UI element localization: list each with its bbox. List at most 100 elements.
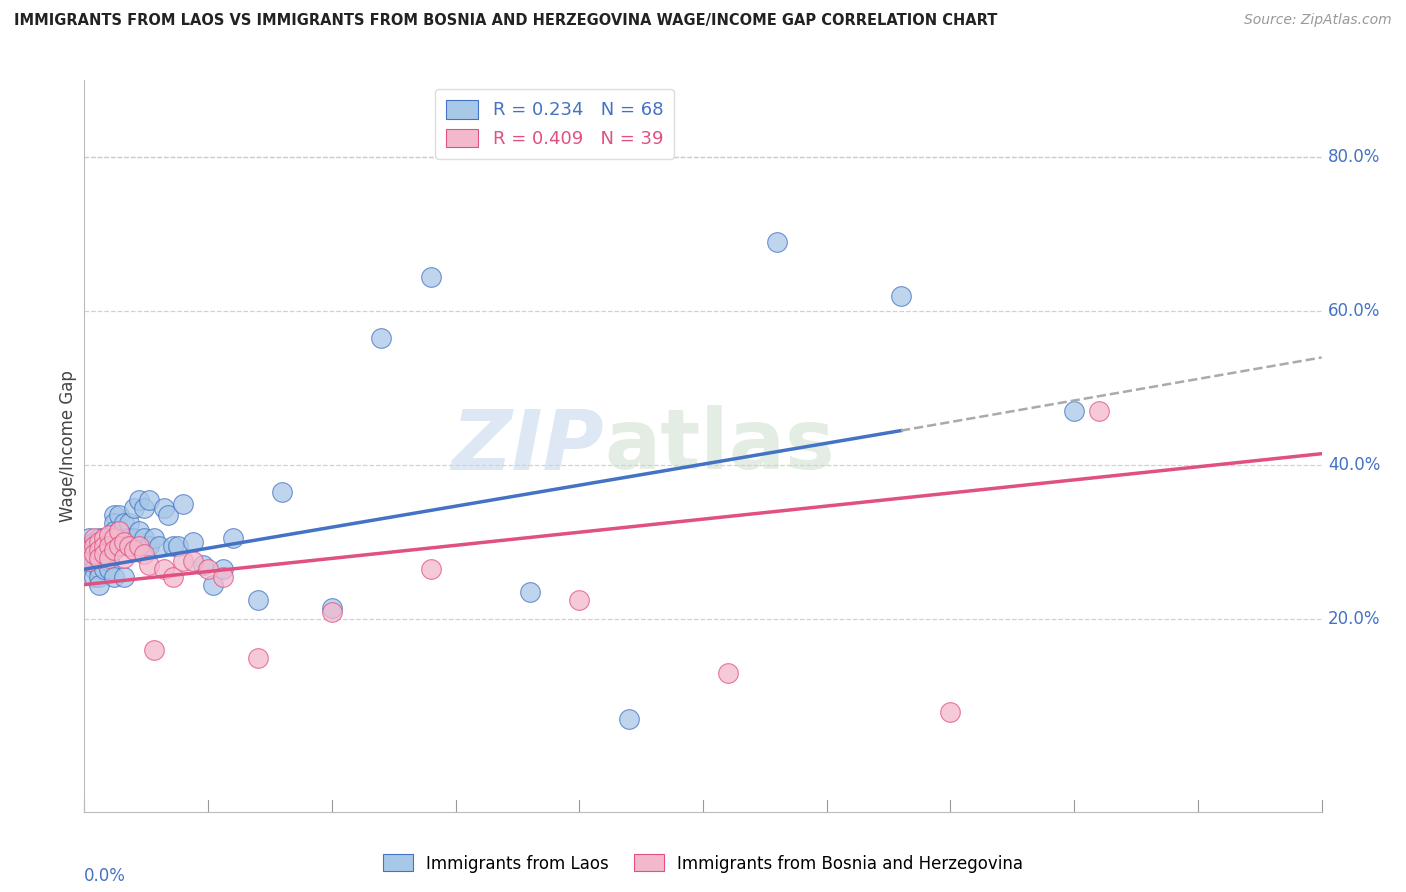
Point <box>122 543 145 558</box>
Point <box>181 554 204 568</box>
Legend: R = 0.234   N = 68, R = 0.409   N = 39: R = 0.234 N = 68, R = 0.409 N = 39 <box>434 89 673 159</box>
Point <box>98 527 121 541</box>
Point <box>83 539 105 553</box>
Point <box>89 543 111 558</box>
Point <box>197 562 219 576</box>
Point <box>202 577 225 591</box>
Point <box>103 532 125 546</box>
Point <box>79 532 101 546</box>
Point <box>108 508 131 523</box>
Point <box>138 558 160 573</box>
Point <box>93 532 115 546</box>
Point <box>152 562 174 576</box>
Point <box>172 497 194 511</box>
Point <box>103 516 125 530</box>
Point <box>138 539 160 553</box>
Point <box>419 562 441 576</box>
Point <box>112 570 135 584</box>
Point <box>93 547 115 561</box>
Point <box>83 570 105 584</box>
Point <box>112 550 135 565</box>
Point <box>89 562 111 576</box>
Point <box>142 532 165 546</box>
Point <box>103 508 125 523</box>
Point <box>79 554 101 568</box>
Point <box>108 539 131 553</box>
Point <box>138 492 160 507</box>
Point <box>152 500 174 515</box>
Point <box>103 570 125 584</box>
Point <box>212 562 235 576</box>
Point <box>98 550 121 565</box>
Point <box>246 593 269 607</box>
Point <box>172 554 194 568</box>
Point <box>93 532 115 546</box>
Point <box>766 235 789 249</box>
Text: 60.0%: 60.0% <box>1327 302 1381 320</box>
Point <box>108 524 131 538</box>
Point <box>181 535 204 549</box>
Point <box>148 539 170 553</box>
Point <box>98 539 121 553</box>
Point <box>103 524 125 538</box>
Point <box>370 331 392 345</box>
Point <box>98 532 121 546</box>
Point <box>112 516 135 530</box>
Point <box>157 508 180 523</box>
Point <box>89 570 111 584</box>
Point <box>321 600 343 615</box>
Point <box>939 705 962 719</box>
Text: 80.0%: 80.0% <box>1327 148 1381 166</box>
Point <box>79 539 101 553</box>
Point <box>419 269 441 284</box>
Point <box>212 570 235 584</box>
Point <box>112 535 135 549</box>
Point <box>142 643 165 657</box>
Point <box>89 577 111 591</box>
Point <box>321 605 343 619</box>
Text: IMMIGRANTS FROM LAOS VS IMMIGRANTS FROM BOSNIA AND HERZEGOVINA WAGE/INCOME GAP C: IMMIGRANTS FROM LAOS VS IMMIGRANTS FROM … <box>14 13 997 29</box>
Point <box>93 539 115 553</box>
Point <box>191 558 214 573</box>
Point <box>89 554 111 568</box>
Point <box>83 554 105 568</box>
Point <box>98 554 121 568</box>
Point <box>98 562 121 576</box>
Point <box>83 562 105 576</box>
Text: Source: ZipAtlas.com: Source: ZipAtlas.com <box>1244 13 1392 28</box>
Point <box>118 539 141 553</box>
Point <box>83 535 105 549</box>
Point <box>222 532 245 546</box>
Point <box>617 712 640 726</box>
Point <box>93 547 115 561</box>
Point <box>128 524 150 538</box>
Point <box>128 539 150 553</box>
Point <box>167 539 190 553</box>
Point <box>93 539 115 553</box>
Point <box>1088 404 1111 418</box>
Text: 0.0%: 0.0% <box>84 867 127 885</box>
Point <box>717 666 740 681</box>
Point <box>98 539 121 553</box>
Point <box>83 547 105 561</box>
Point <box>93 554 115 568</box>
Point <box>83 539 105 553</box>
Point <box>132 547 155 561</box>
Point <box>162 570 184 584</box>
Point <box>132 532 155 546</box>
Text: atlas: atlas <box>605 406 835 486</box>
Point <box>1063 404 1085 418</box>
Point <box>89 535 111 549</box>
Point <box>128 492 150 507</box>
Y-axis label: Wage/Income Gap: Wage/Income Gap <box>59 370 77 522</box>
Point <box>89 532 111 546</box>
Point <box>519 585 541 599</box>
Point <box>83 547 105 561</box>
Point <box>89 547 111 561</box>
Text: 40.0%: 40.0% <box>1327 456 1381 475</box>
Point <box>98 547 121 561</box>
Text: 20.0%: 20.0% <box>1327 610 1381 628</box>
Point <box>103 543 125 558</box>
Point <box>890 289 912 303</box>
Point <box>568 593 591 607</box>
